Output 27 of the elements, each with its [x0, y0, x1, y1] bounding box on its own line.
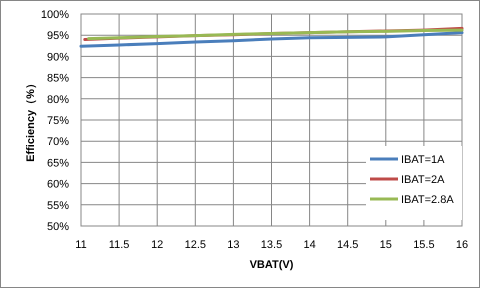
- x-tick-label: 16: [456, 239, 468, 251]
- x-tick-label: 13.5: [260, 239, 282, 251]
- y-tick-label: 100%: [40, 9, 70, 21]
- x-tick-label: 14.5: [336, 239, 358, 251]
- y-tick-label: 60%: [46, 178, 70, 191]
- y-tick-label: 95%: [46, 30, 70, 42]
- y-tick-label: 90%: [46, 51, 70, 64]
- y-axis-title: Efficiency（%）: [25, 78, 37, 162]
- x-tick-label: 11.5: [108, 239, 130, 251]
- x-tick-label: 12.5: [184, 239, 206, 251]
- y-tick-label: 85%: [46, 72, 70, 85]
- y-tick-label: 75%: [46, 115, 70, 127]
- legend-label: IBAT=2.8A: [401, 194, 454, 206]
- y-tick-label: 80%: [46, 94, 70, 106]
- x-tick-label: 12: [151, 239, 164, 251]
- y-tick-label: 65%: [46, 157, 70, 170]
- legend-label: IBAT=1A: [401, 154, 446, 166]
- y-tick-label: 55%: [46, 200, 70, 212]
- y-tick-label: 50%: [46, 221, 70, 233]
- x-tick-label: 13: [227, 239, 240, 251]
- x-tick-label: 14: [303, 239, 316, 251]
- x-tick-label: 15: [380, 239, 392, 251]
- x-tick-label: 11: [75, 239, 87, 251]
- y-tick-label: 70%: [46, 136, 70, 148]
- x-axis-title: VBAT(V): [250, 259, 294, 271]
- x-tick-label: 15.5: [413, 239, 435, 251]
- legend-label: IBAT=2A: [401, 174, 446, 186]
